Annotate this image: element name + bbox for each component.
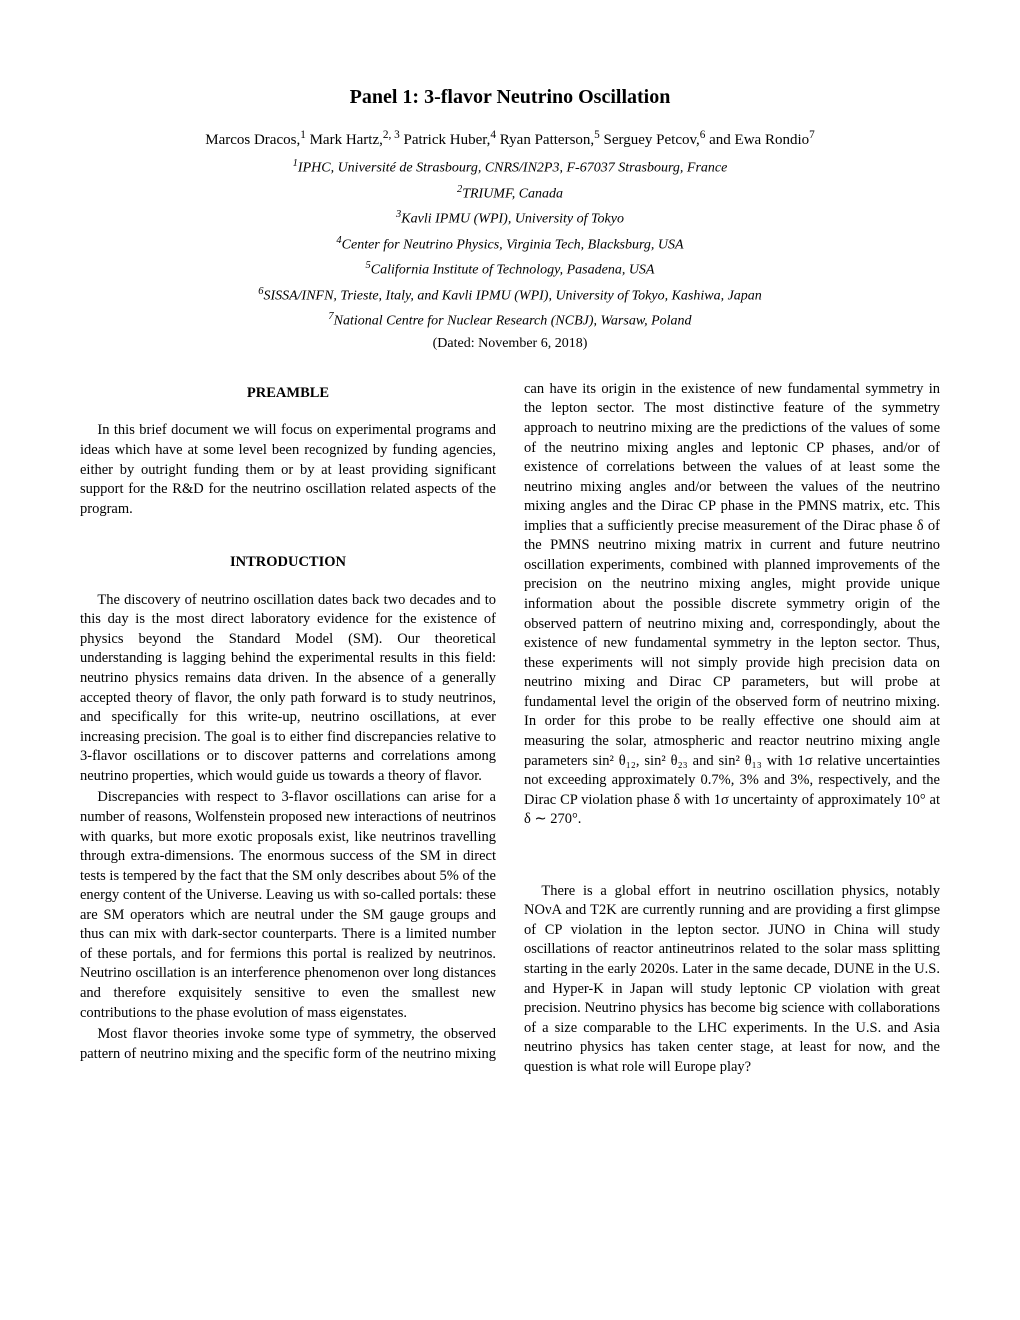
affiliation-3: 3Kavli IPMU (WPI), University of Tokyo: [80, 208, 940, 230]
intro-p2: Discrepancies with respect to 3-flavor o…: [80, 788, 496, 1023]
paper-page: Panel 1: 3-flavor Neutrino Oscillation M…: [0, 0, 1020, 1320]
affiliations-block: 1IPHC, Université de Strasbourg, CNRS/IN…: [80, 157, 940, 332]
intro-p4: There is a global effort in neutrino osc…: [524, 882, 940, 1078]
affiliation-4: 4Center for Neutrino Physics, Virginia T…: [80, 234, 940, 256]
affiliation-6: 6SISSA/INFN, Trieste, Italy, and Kavli I…: [80, 285, 940, 307]
preamble-p1: In this brief document we will focus on …: [80, 421, 496, 519]
affiliation-2: 2TRIUMF, Canada: [80, 183, 940, 205]
affiliation-7: 7National Centre for Nuclear Research (N…: [80, 310, 940, 332]
affiliation-5: 5California Institute of Technology, Pas…: [80, 259, 940, 281]
paragraph-gap: [524, 832, 940, 882]
preamble-heading: PREAMBLE: [80, 384, 496, 404]
section-gap: [80, 521, 496, 549]
paper-title: Panel 1: 3-flavor Neutrino Oscillation: [80, 86, 940, 109]
affiliation-1: 1IPHC, Université de Strasbourg, CNRS/IN…: [80, 157, 940, 179]
intro-p1: The discovery of neutrino oscillation da…: [80, 591, 496, 787]
body-columns: PREAMBLE In this brief document we will …: [80, 380, 940, 1078]
authors-line: Marcos Dracos,1 Mark Hartz,2, 3 Patrick …: [80, 129, 940, 149]
introduction-heading: INTRODUCTION: [80, 553, 496, 573]
date-line: (Dated: November 6, 2018): [80, 336, 940, 352]
